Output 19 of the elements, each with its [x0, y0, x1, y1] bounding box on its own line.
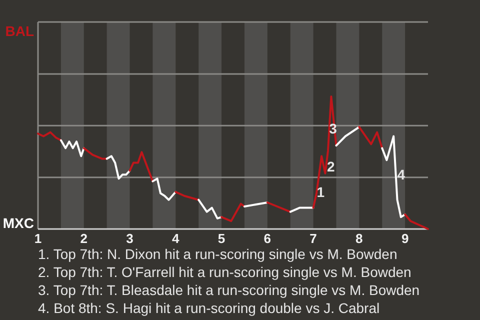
x-tick-label: 9 [401, 231, 409, 246]
text: 1. Top 7th: N. Dixon hit a run-scoring single vs M. Bowden [38, 246, 398, 262]
x-tick-label: 8 [356, 231, 363, 246]
text: 3. Top 7th: T. Bleasdale hit a run-scoring single vs M. Bowden [38, 282, 420, 298]
annotation: 1 [316, 184, 325, 200]
annotation: 4 [397, 166, 406, 183]
x-tick-label: 6 [264, 231, 272, 246]
text: MXC [2, 215, 34, 231]
annotation: 3 [329, 120, 338, 136]
x-tick-label: 7 [310, 231, 317, 246]
x-tick-label: 2 [80, 231, 88, 246]
text: BAL [5, 23, 34, 39]
text: 4. Bot 8th: S. Hagi hit a run-scoring double vs J. Cabral [38, 300, 380, 316]
x-tick-label: 1 [34, 231, 42, 246]
x-tick-label: 5 [218, 231, 226, 246]
x-tick-label: 4 [172, 231, 180, 246]
x-tick-label: 3 [126, 231, 134, 246]
text: 2. Top 7th: T. O'Farrell hit a run-scoring single vs M. Bowden [38, 264, 412, 280]
annotation: 2 [327, 158, 336, 175]
